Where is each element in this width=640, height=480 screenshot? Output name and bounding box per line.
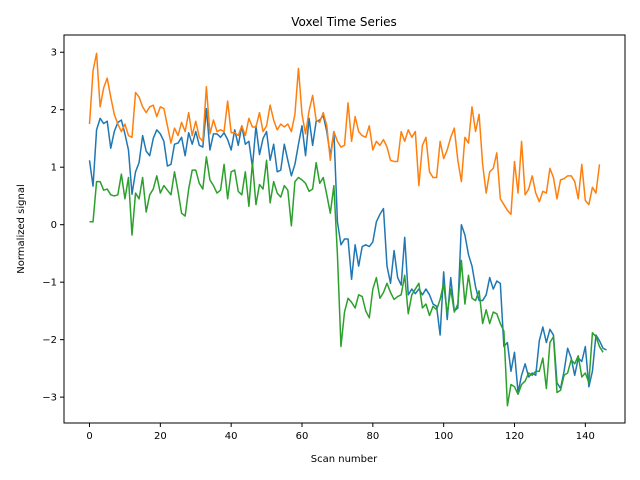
x-tick-label: 60 bbox=[296, 431, 309, 442]
y-tick-label: 0 bbox=[51, 220, 57, 231]
y-axis: −3 −2 −1 0 1 2 3 bbox=[42, 48, 64, 404]
x-tick-label: 100 bbox=[434, 431, 453, 442]
y-tick-label: 3 bbox=[51, 48, 57, 59]
plot-frame bbox=[63, 34, 626, 424]
y-tick-label: 1 bbox=[51, 163, 57, 174]
series-line-2 bbox=[88, 52, 601, 216]
series-line-1 bbox=[88, 107, 607, 394]
chart-title: Voxel Time Series bbox=[291, 15, 397, 29]
y-tick-label: −3 bbox=[42, 393, 57, 404]
y-tick-label: −2 bbox=[42, 335, 57, 346]
x-tick-label: 120 bbox=[505, 431, 524, 442]
x-axis-label: Scan number bbox=[311, 454, 378, 465]
x-tick-label: 140 bbox=[576, 431, 595, 442]
series-layer bbox=[88, 52, 607, 407]
x-tick-label: 20 bbox=[154, 431, 167, 442]
x-tick-label: 0 bbox=[86, 431, 92, 442]
series-line-3 bbox=[89, 156, 604, 407]
y-axis-label: Normalized signal bbox=[16, 184, 27, 273]
x-tick-label: 40 bbox=[225, 431, 238, 442]
y-tick-label: 2 bbox=[51, 105, 57, 116]
y-tick-label: −1 bbox=[42, 278, 57, 289]
x-tick-label: 80 bbox=[366, 431, 379, 442]
x-axis: 0 20 40 60 80 100 120 140 bbox=[86, 423, 595, 442]
